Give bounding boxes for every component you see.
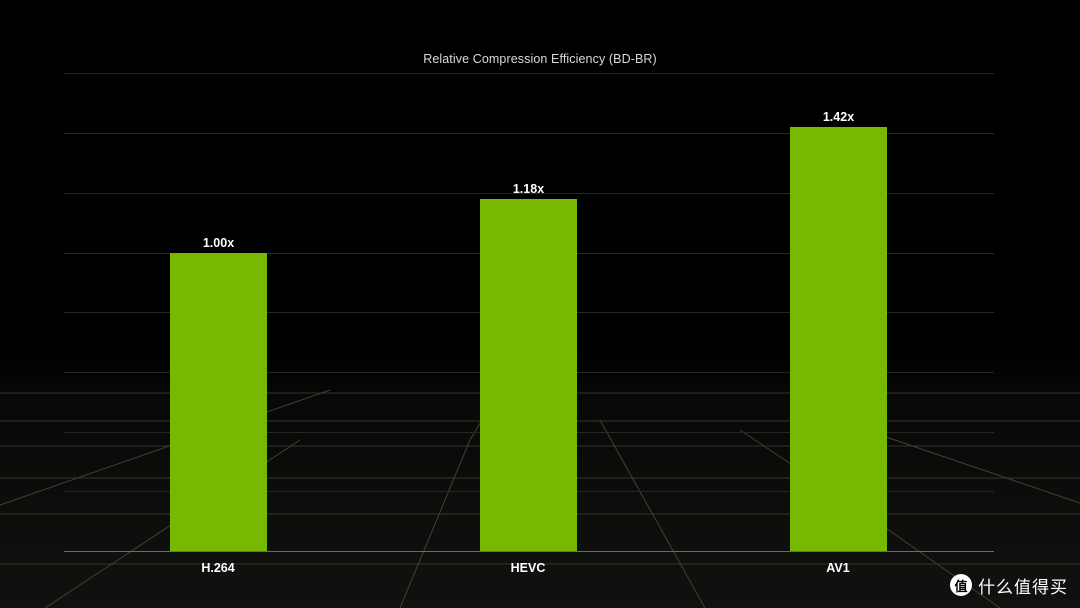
watermark: 值 什么值得买 [950, 573, 1068, 598]
category-label-av1: AV1 [826, 561, 850, 575]
bar-hevc [480, 199, 577, 551]
gridline [64, 133, 994, 134]
gridline [64, 193, 994, 194]
x-axis-baseline [64, 551, 994, 552]
bar-value-h264: 1.00x [202, 236, 235, 250]
bar-av1 [790, 127, 887, 551]
bar-value-av1: 1.42x [822, 110, 855, 124]
watermark-text: 什么值得买 [978, 577, 1068, 598]
chart-title: Relative Compression Efficiency (BD-BR) [423, 52, 657, 66]
bar-value-hevc: 1.18x [512, 182, 545, 196]
watermark-logo-icon: 值 [950, 574, 972, 596]
gridline [64, 73, 994, 74]
bar-h264 [170, 253, 267, 551]
category-label-h264: H.264 [201, 561, 235, 575]
category-label-hevc: HEVC [510, 561, 546, 575]
